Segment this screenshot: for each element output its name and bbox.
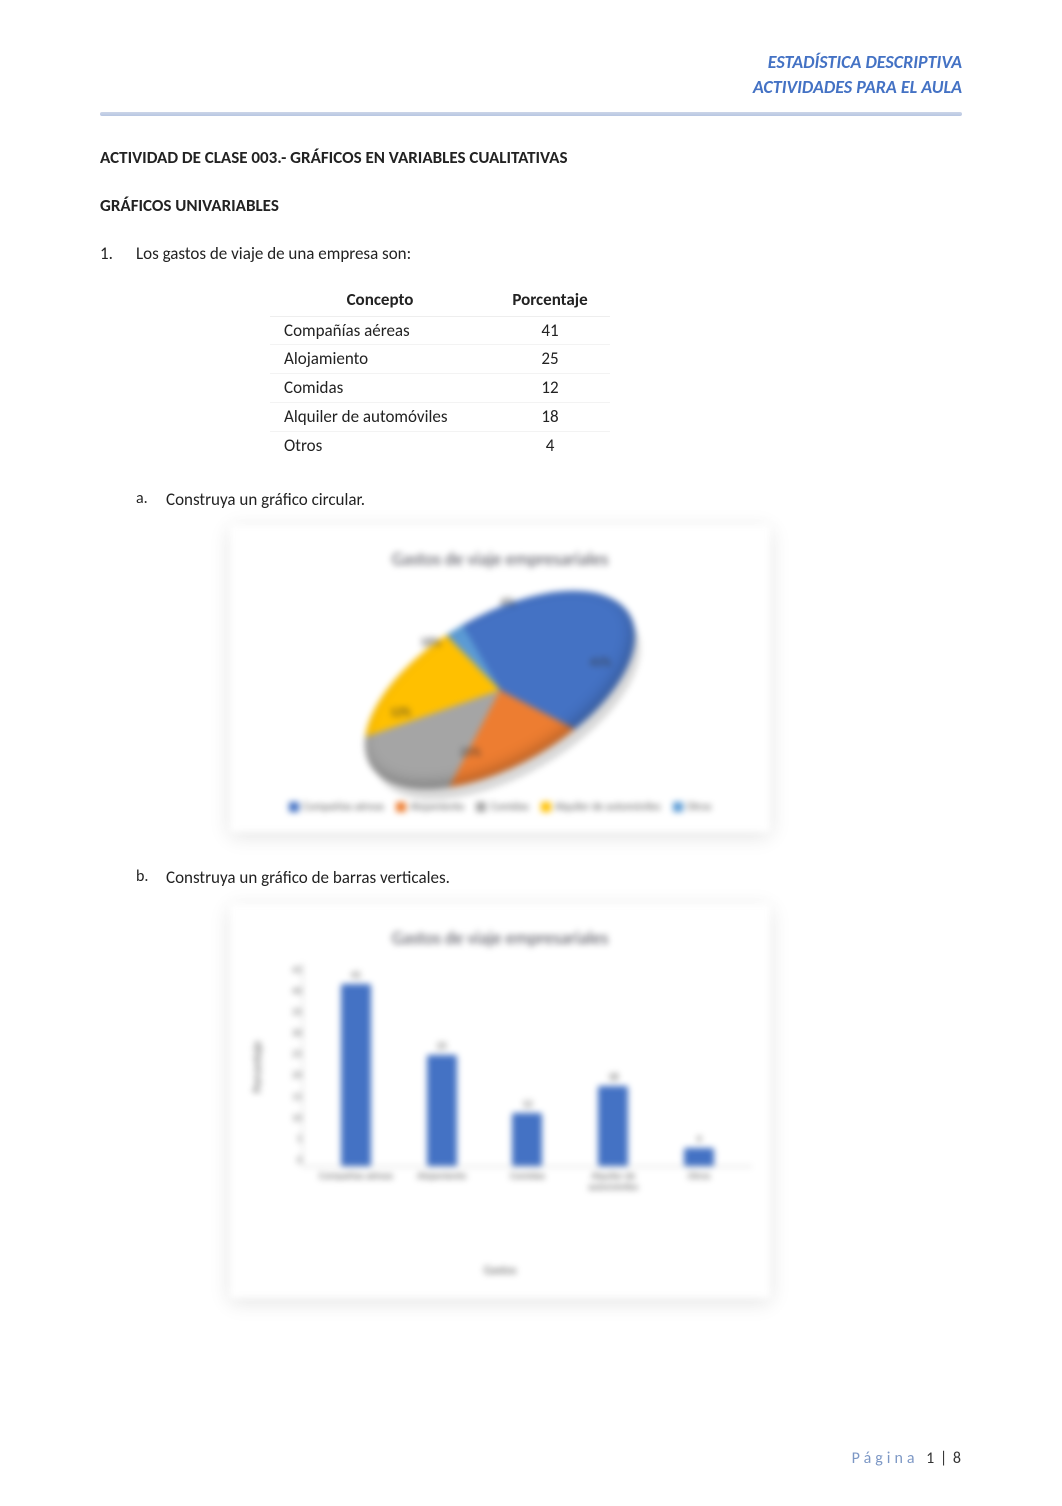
bar-rect: [684, 1148, 714, 1166]
bar-value-label: 41: [351, 968, 361, 982]
cell-porcentaje: 18: [490, 402, 610, 431]
col-header-porcentaje: Porcentaje: [490, 284, 610, 316]
sub-a-letter: a.: [136, 488, 166, 512]
y-tick: 10: [274, 1111, 302, 1125]
legend-item: Alquiler de automóviles: [541, 799, 661, 814]
table-row: Comidas12: [270, 374, 610, 403]
legend-item: Alojamiento: [396, 799, 464, 814]
expenses-table: Concepto Porcentaje Compañías aéreas41Al…: [270, 284, 610, 460]
question-text: Los gastos de viaje de una empresa son:: [136, 242, 962, 266]
bar-category-label: Alojamiento: [402, 1170, 482, 1181]
sub-b-text: Construya un gráfico de barras verticale…: [166, 866, 450, 890]
cell-concepto: Alquiler de automóviles: [270, 402, 490, 431]
col-header-concepto: Concepto: [270, 284, 490, 316]
y-tick: 15: [274, 1090, 302, 1104]
y-tick: 20: [274, 1068, 302, 1082]
bar-value-label: 12: [522, 1097, 532, 1111]
pie-chart: 41% 25% 12% 18% 4%: [330, 585, 670, 785]
table-row: Compañías aéreas41: [270, 316, 610, 345]
bar-column: 25Alojamiento: [407, 1039, 476, 1166]
bar-chart-title: Gastos de viaje empresariales: [248, 926, 752, 951]
table-row: Alojamiento25: [270, 345, 610, 374]
bar-value-label: 18: [608, 1070, 618, 1084]
activity-title: ACTIVIDAD DE CLASE 003.- GRÁFICOS EN VAR…: [100, 146, 962, 170]
bar-column: 41Compañías aéreas: [322, 968, 391, 1166]
pie-chart-card: Gastos de viaje empresariales 41% 25% 12% 1…: [230, 525, 770, 832]
bar-chart: Porcentaje 454035302520151050 41Compañía…: [248, 963, 752, 1223]
y-tick: 5: [274, 1132, 302, 1146]
pie-chart-title: Gastos de viaje empresariales: [248, 547, 752, 572]
cell-porcentaje: 12: [490, 374, 610, 403]
bar-value-label: 25: [437, 1039, 447, 1053]
cell-concepto: Compañías aéreas: [270, 316, 490, 345]
bar-rect: [598, 1086, 628, 1166]
bar-category-label: Compañías aéreas: [316, 1170, 396, 1181]
cell-porcentaje: 4: [490, 431, 610, 459]
y-tick: 30: [274, 1026, 302, 1040]
bar-ylabel: Porcentaje: [250, 1041, 267, 1093]
footer-total: 8: [953, 1449, 962, 1468]
bar-column: 12Comidas: [493, 1097, 562, 1166]
bar-category-label: Alquiler de automóviles: [573, 1170, 653, 1192]
bar-rect: [341, 984, 371, 1166]
pie-disc: [333, 550, 668, 830]
pie-slice-label: 4%: [500, 595, 515, 612]
bar-chart-card: Gastos de viaje empresariales Porcentaje…: [230, 904, 770, 1298]
bar-category-label: Otros: [659, 1170, 739, 1181]
table-row: Otros4: [270, 431, 610, 459]
pie-slice-label: 18%: [420, 635, 441, 652]
legend-swatch: [476, 802, 486, 812]
y-tick: 45: [274, 963, 302, 977]
y-tick: 0: [274, 1153, 302, 1167]
bar-rect: [512, 1113, 542, 1166]
y-tick: 25: [274, 1047, 302, 1061]
legend-item: Otros: [673, 799, 712, 814]
bar-rect: [427, 1055, 457, 1166]
bar-category-label: Comidas: [487, 1170, 567, 1181]
cell-porcentaje: 25: [490, 345, 610, 374]
legend-swatch: [541, 802, 551, 812]
legend-item: Compañías aéreas: [289, 799, 384, 814]
section-subtitle: GRÁFICOS UNIVARIABLES: [100, 194, 962, 218]
bar-y-ticks: 45 40 35 30 25 20 15 10 5 0: [274, 963, 302, 1167]
bar-value-label: 4: [697, 1132, 702, 1146]
footer-sep: |: [940, 1449, 948, 1468]
legend-swatch: [673, 802, 683, 812]
bar-container: 41Compañías aéreas25Alojamiento12Comidas…: [302, 963, 752, 1167]
cell-concepto: Comidas: [270, 374, 490, 403]
bar-column: 18Alquiler de automóviles: [579, 1070, 648, 1166]
cell-porcentaje: 41: [490, 316, 610, 345]
cell-concepto: Alojamiento: [270, 345, 490, 374]
page-header: ESTADÍSTICA DESCRIPTIVA ACTIVIDADES PARA…: [100, 50, 962, 100]
pie-slice-label: 25%: [460, 745, 481, 762]
footer-label: Página: [852, 1449, 919, 1468]
question-1: 1. Los gastos de viaje de una empresa so…: [100, 242, 962, 266]
header-divider: [100, 112, 962, 116]
pie-legend: Compañías aéreas Alojamiento Comidas Alquil…: [248, 799, 752, 814]
bar-xlabel: Gastos: [248, 1263, 752, 1280]
header-line2: ACTIVIDADES PARA EL AULA: [100, 75, 962, 100]
legend-swatch: [396, 802, 406, 812]
page-footer: Página 1 | 8: [852, 1448, 962, 1470]
legend-swatch: [289, 802, 299, 812]
table-row: Alquiler de automóviles18: [270, 402, 610, 431]
pie-slice-label: 41%: [590, 655, 611, 672]
pie-slice-label: 12%: [390, 705, 411, 722]
table-header-row: Concepto Porcentaje: [270, 284, 610, 316]
question-number: 1.: [100, 242, 136, 266]
cell-concepto: Otros: [270, 431, 490, 459]
sub-question-a: a. Construya un gráfico circular.: [136, 488, 962, 512]
sub-b-letter: b.: [136, 866, 166, 890]
y-tick: 35: [274, 1005, 302, 1019]
header-line1: ESTADÍSTICA DESCRIPTIVA: [100, 50, 962, 75]
y-tick: 40: [274, 984, 302, 998]
sub-question-b: b. Construya un gráfico de barras vertic…: [136, 866, 962, 890]
bar-column: 4Otros: [665, 1132, 734, 1166]
legend-item: Comidas: [476, 799, 528, 814]
footer-current: 1: [926, 1449, 935, 1468]
sub-a-text: Construya un gráfico circular.: [166, 488, 365, 512]
